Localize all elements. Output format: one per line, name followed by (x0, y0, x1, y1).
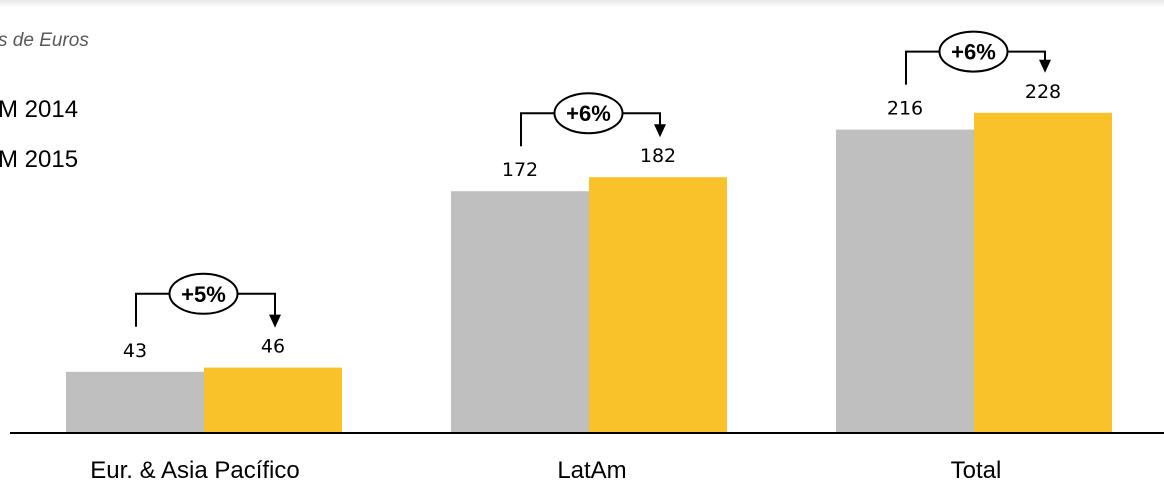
legend-entry-2014: M 2014 (0, 96, 79, 123)
legend-entry-2015: M 2015 (0, 146, 79, 173)
growth-label-0: +5% (181, 282, 226, 307)
growth-bracket-left-1 (520, 112, 555, 147)
top-shade (0, 0, 1164, 8)
bar-2015-1 (589, 177, 727, 432)
growth-arrow-head-2 (1039, 59, 1051, 73)
value-label-2014-2: 216 (887, 98, 923, 120)
bar-2015-0 (204, 367, 342, 432)
growth-bracket-right-0 (237, 292, 276, 317)
value-label-2015-2: 228 (1025, 81, 1061, 103)
bar-2014-2 (836, 129, 974, 432)
growth-ellipse-0 (168, 272, 239, 315)
bar-2014-1 (451, 191, 589, 432)
unit-label: s de Euros (0, 30, 89, 51)
growth-bracket-left-2 (905, 50, 940, 85)
value-label-2015-1: 182 (640, 145, 676, 167)
category-label-1: LatAm (557, 457, 626, 484)
growth-arrow-head-1 (654, 124, 666, 138)
growth-arrow-head-0 (269, 314, 281, 328)
value-label-2014-0: 43 (123, 340, 147, 362)
growth-label-2: +6% (951, 40, 996, 65)
bar-2014-0 (66, 371, 204, 432)
growth-ellipse-1 (553, 92, 624, 135)
category-label-2: Total (951, 457, 1002, 484)
growth-label-1: +6% (566, 101, 611, 126)
growth-ellipse-2 (938, 30, 1009, 73)
value-label-2014-1: 172 (502, 159, 538, 181)
value-label-2015-0: 46 (261, 336, 285, 358)
growth-bracket-right-1 (622, 112, 661, 127)
bar-2015-2 (974, 112, 1112, 433)
growth-bracket-left-0 (135, 292, 170, 327)
growth-bracket-right-2 (1007, 50, 1046, 62)
category-label-0: Eur. & Asia Pacífico (90, 457, 299, 484)
